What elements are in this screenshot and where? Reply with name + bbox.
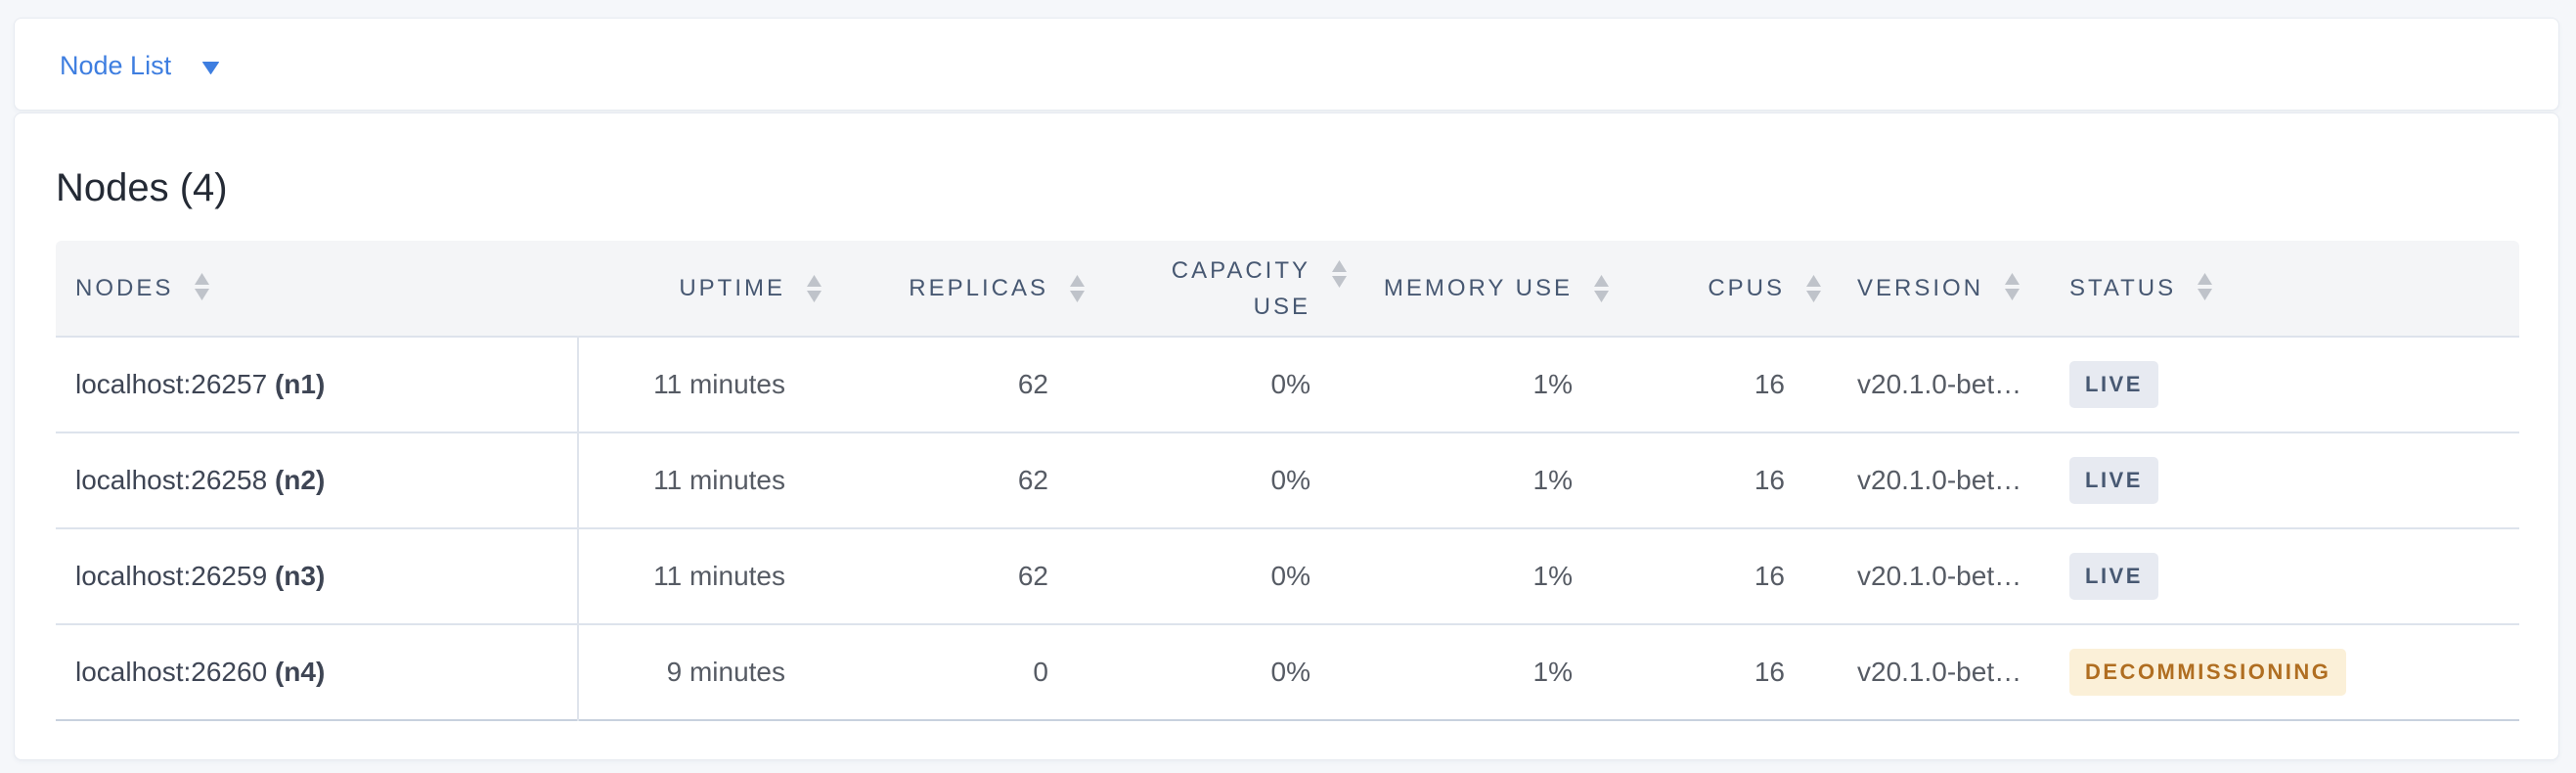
memory-use-cell: 1% — [1332, 623, 1594, 720]
node-id: (n3) — [274, 561, 326, 591]
capacity-use-cell: 0% — [1070, 336, 1332, 432]
page-header: Node List — [14, 18, 2559, 111]
status-cell: LIVE — [2046, 336, 2519, 432]
status-badge: LIVE — [2069, 457, 2158, 504]
table-row[interactable]: localhost:26260 (n4) 9 minutes 0 0% 1% 1… — [56, 623, 2519, 720]
replicas-cell: 0 — [807, 623, 1070, 720]
column-header-nodes[interactable]: NODES — [56, 241, 578, 337]
replicas-cell: 62 — [807, 527, 1070, 624]
uptime-cell: 11 minutes — [578, 527, 807, 624]
status-badge: LIVE — [2069, 361, 2158, 408]
memory-use-cell: 1% — [1332, 432, 1594, 528]
sort-icon[interactable] — [1332, 260, 1347, 288]
status-cell: LIVE — [2046, 527, 2519, 624]
uptime-cell: 9 minutes — [578, 623, 807, 720]
sort-icon[interactable] — [1594, 274, 1609, 302]
node-id: (n2) — [274, 465, 326, 495]
nodes-cell: localhost:26258 (n2) — [56, 432, 579, 528]
status-cell: LIVE — [2046, 432, 2519, 528]
status-cell: DECOMMISSIONING — [2046, 623, 2519, 720]
table-row[interactable]: localhost:26258 (n2) 11 minutes 62 0% 1%… — [56, 432, 2519, 528]
nodes-table: NODES UPTIME REPLICAS CAPACITY USE MEMOR… — [56, 241, 2519, 721]
node-address[interactable]: localhost:26257 — [75, 369, 268, 399]
replicas-cell: 62 — [807, 336, 1070, 432]
sort-icon[interactable] — [1070, 274, 1085, 302]
column-header-version[interactable]: VERSION — [1806, 241, 2046, 337]
column-header-status[interactable]: STATUS — [2046, 241, 2519, 337]
column-header-memory-use[interactable]: MEMORY USE — [1332, 241, 1609, 337]
table-row[interactable]: localhost:26257 (n1) 11 minutes 62 0% 1%… — [56, 336, 2519, 432]
capacity-use-cell: 0% — [1070, 432, 1332, 528]
node-list-dropdown[interactable]: Node List — [60, 53, 220, 79]
node-address[interactable]: localhost:26260 — [75, 657, 268, 687]
version-cell: v20.1.0-bet… — [1806, 623, 2046, 720]
chevron-down-icon — [202, 61, 220, 74]
node-list-dropdown-label: Node List — [60, 51, 172, 80]
node-id: (n1) — [274, 369, 326, 399]
capacity-use-cell: 0% — [1070, 623, 1332, 720]
version-cell: v20.1.0-bet… — [1806, 336, 2046, 432]
cpus-cell: 16 — [1594, 527, 1806, 624]
sort-icon[interactable] — [1806, 274, 1821, 302]
memory-use-cell: 1% — [1332, 336, 1594, 432]
sort-icon[interactable] — [2198, 273, 2213, 301]
status-badge: LIVE — [2069, 553, 2158, 600]
capacity-use-cell: 0% — [1070, 527, 1332, 624]
node-address[interactable]: localhost:26258 — [75, 465, 268, 495]
uptime-cell: 11 minutes — [578, 336, 807, 432]
cpus-cell: 16 — [1594, 623, 1806, 720]
version-cell: v20.1.0-bet… — [1806, 432, 2046, 528]
node-id: (n4) — [274, 657, 326, 687]
version-cell: v20.1.0-bet… — [1806, 527, 2046, 624]
column-header-replicas[interactable]: REPLICAS — [807, 241, 1085, 337]
status-badge: DECOMMISSIONING — [2069, 649, 2347, 696]
uptime-cell: 11 minutes — [578, 432, 807, 528]
replicas-cell: 62 — [807, 432, 1070, 528]
cpus-cell: 16 — [1594, 336, 1806, 432]
table-row[interactable]: localhost:26259 (n3) 11 minutes 62 0% 1%… — [56, 527, 2519, 624]
column-header-uptime[interactable]: UPTIME — [578, 241, 822, 337]
cpus-cell: 16 — [1594, 432, 1806, 528]
column-header-capacity-use[interactable]: CAPACITY USE — [1070, 241, 1347, 337]
nodes-cell: localhost:26260 (n4) — [56, 623, 579, 720]
node-address[interactable]: localhost:26259 — [75, 561, 268, 591]
sort-icon[interactable] — [2005, 273, 2021, 301]
sort-icon[interactable] — [807, 274, 822, 302]
nodes-cell: localhost:26259 (n3) — [56, 527, 579, 624]
table-header-row: NODES UPTIME REPLICAS CAPACITY USE MEMOR… — [56, 241, 2519, 337]
memory-use-cell: 1% — [1332, 527, 1594, 624]
nodes-cell: localhost:26257 (n1) — [56, 336, 579, 432]
nodes-count-heading: Nodes (4) — [56, 166, 228, 209]
sort-icon[interactable] — [195, 273, 210, 301]
column-header-cpus[interactable]: CPUS — [1594, 241, 1821, 337]
nodes-card: Nodes (4) NODES UPTIME REPLICAS CAPACITY… — [14, 113, 2559, 760]
